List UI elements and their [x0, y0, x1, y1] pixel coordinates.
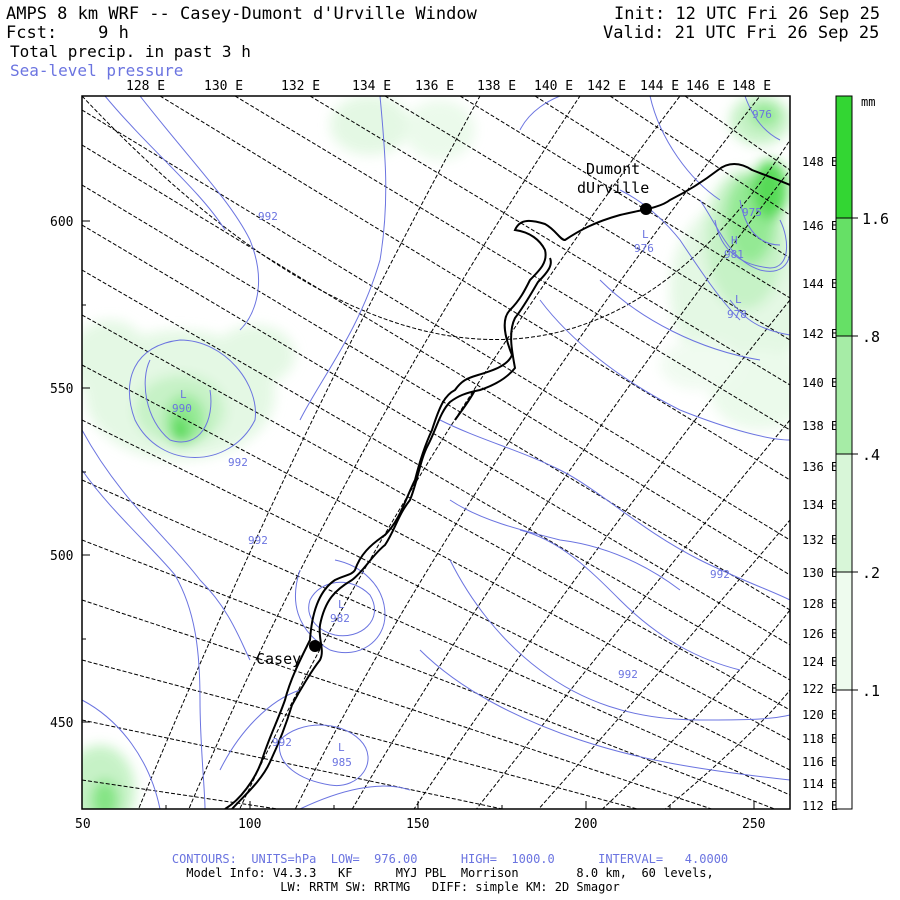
pressure-label: 992 — [272, 736, 292, 749]
precip-shading — [82, 96, 790, 809]
field-total-precip: Total precip. in past 3 h — [10, 42, 251, 61]
right-lon-label: 142 E — [802, 327, 838, 341]
pressure-center: L — [338, 741, 345, 754]
plot-frame — [81, 95, 791, 810]
top-lon-label: 140 E — [534, 79, 573, 94]
colorbar-segment-none — [836, 690, 852, 809]
colorbar-segment-0-8 — [836, 218, 852, 336]
left-axis-label: 600 — [50, 215, 73, 230]
top-lon-label: 130 E — [204, 79, 243, 94]
pressure-label: 978 — [727, 308, 747, 321]
right-lon-label: 128 E — [802, 597, 838, 611]
grid-index-labels: 600 550 500 450 50 100 150 200 250 — [50, 215, 765, 832]
top-lon-label: 132 E — [281, 79, 320, 94]
pressure-center: L — [642, 228, 649, 241]
right-lon-label: 112 E — [802, 799, 838, 813]
pressure-label: 992 — [248, 534, 268, 547]
bottom-axis-label: 100 — [238, 817, 261, 832]
top-lon-label: 144 E — [640, 79, 679, 94]
pressure-label: 992 — [710, 568, 730, 581]
precip-colorbar: mm 1.6 .8 .4 .2 .1 — [835, 95, 889, 810]
pressure-label: 992 — [228, 456, 248, 469]
colorbar-level: 1.6 — [862, 210, 889, 228]
pressure-label: 985 — [332, 756, 352, 769]
station-label: Dumont — [586, 160, 640, 178]
left-axis-label: 450 — [50, 716, 73, 731]
map-title: AMPS 8 km WRF -- Casey-Dumont d'Urville … — [6, 4, 477, 24]
top-lon-label: 148 E — [732, 79, 771, 94]
right-longitude-labels: 148 E 146 E 144 E 142 E 140 E 138 E 136 … — [802, 155, 838, 813]
right-lon-label: 114 E — [802, 777, 838, 791]
pressure-label: 992 — [258, 210, 278, 223]
right-lon-label: 130 E — [802, 566, 838, 580]
contour-info: CONTOURS: UNITS=hPa LOW= 976.00 HIGH= 10… — [171, 852, 729, 866]
right-lon-label: 140 E — [802, 376, 838, 390]
pressure-label: 990 — [172, 402, 192, 415]
pressure-contours — [82, 96, 790, 809]
colorbar-level: .1 — [862, 682, 880, 700]
right-lon-label: 116 E — [802, 755, 838, 769]
pressure-label: 975 — [742, 206, 762, 219]
bottom-axis-label: 250 — [742, 817, 765, 832]
physics-info: LW: RRTM SW: RRTMG DIFF: simple KM: 2D S… — [280, 880, 620, 894]
top-lon-label: 134 E — [352, 79, 391, 94]
pressure-label: 981 — [724, 248, 744, 261]
dumont-durville-station-dot — [640, 203, 652, 215]
contour-labels: 992 992 992 992 992 992 990 982 985 976 … — [172, 108, 772, 769]
station-labels: Dumont dUrville Casey — [256, 160, 649, 668]
axis-ticks — [81, 220, 755, 809]
bottom-axis-label: 50 — [75, 817, 91, 832]
station-label: dUrville — [577, 179, 649, 197]
right-lon-label: 146 E — [802, 219, 838, 233]
pressure-label: 982 — [330, 612, 350, 625]
station-label: Casey — [256, 650, 301, 668]
top-longitude-labels: 128 E 130 E 132 E 134 E 136 E 138 E 140 … — [126, 79, 771, 94]
top-lon-label: 128 E — [126, 79, 165, 94]
top-lon-label: 142 E — [587, 79, 626, 94]
pressure-label: 976 — [634, 242, 654, 255]
pressure-center: L — [338, 598, 345, 611]
right-lon-label: 122 E — [802, 682, 838, 696]
pressure-label: 976 — [752, 108, 772, 121]
pressure-center: L — [735, 293, 742, 306]
right-lon-label: 134 E — [802, 498, 838, 512]
colorbar-segment-0-1 — [836, 572, 852, 690]
init-time: Init: 12 UTC Fri 26 Sep 25 — [614, 4, 881, 24]
colorbar-level: .2 — [862, 564, 880, 582]
pressure-label: 992 — [618, 668, 638, 681]
colorbar-segment-0-2 — [836, 454, 852, 572]
top-lon-label: 136 E — [415, 79, 454, 94]
right-lon-label: 132 E — [802, 533, 838, 547]
right-lon-label: 124 E — [802, 655, 838, 669]
left-axis-label: 550 — [50, 382, 73, 397]
station-markers — [309, 203, 652, 652]
model-info: Model Info: V4.3.3 KF MYJ PBL Morrison 8… — [186, 866, 714, 880]
right-lon-label: 144 E — [802, 277, 838, 291]
pressure-center: L — [180, 388, 187, 401]
bottom-axis-label: 200 — [574, 817, 597, 832]
colorbar-level: .4 — [862, 446, 880, 464]
coastline — [224, 163, 790, 809]
valid-time: Valid: 21 UTC Fri 26 Sep 25 — [603, 23, 880, 43]
colorbar-segment-0-4 — [836, 336, 852, 454]
colorbar-level: .8 — [862, 328, 880, 346]
top-lon-label: 146 E — [686, 79, 725, 94]
right-lon-label: 136 E — [802, 460, 838, 474]
lat-lon-grid — [82, 96, 790, 809]
casey-station-dot — [309, 640, 321, 652]
bottom-axis-label: 150 — [406, 817, 429, 832]
colorbar-segment-1-6 — [836, 96, 852, 218]
colorbar-unit: mm — [861, 95, 875, 109]
right-lon-label: 120 E — [802, 708, 838, 722]
left-axis-label: 500 — [50, 549, 73, 564]
right-lon-label: 126 E — [802, 627, 838, 641]
right-lon-label: 118 E — [802, 732, 838, 746]
field-sea-level-pressure: Sea-level pressure — [10, 61, 184, 80]
pressure-center: H — [731, 234, 738, 247]
top-lon-label: 138 E — [477, 79, 516, 94]
forecast-hour: Fcst: 9 h — [6, 23, 129, 43]
right-lon-label: 138 E — [802, 419, 838, 433]
right-lon-label: 148 E — [802, 155, 838, 169]
